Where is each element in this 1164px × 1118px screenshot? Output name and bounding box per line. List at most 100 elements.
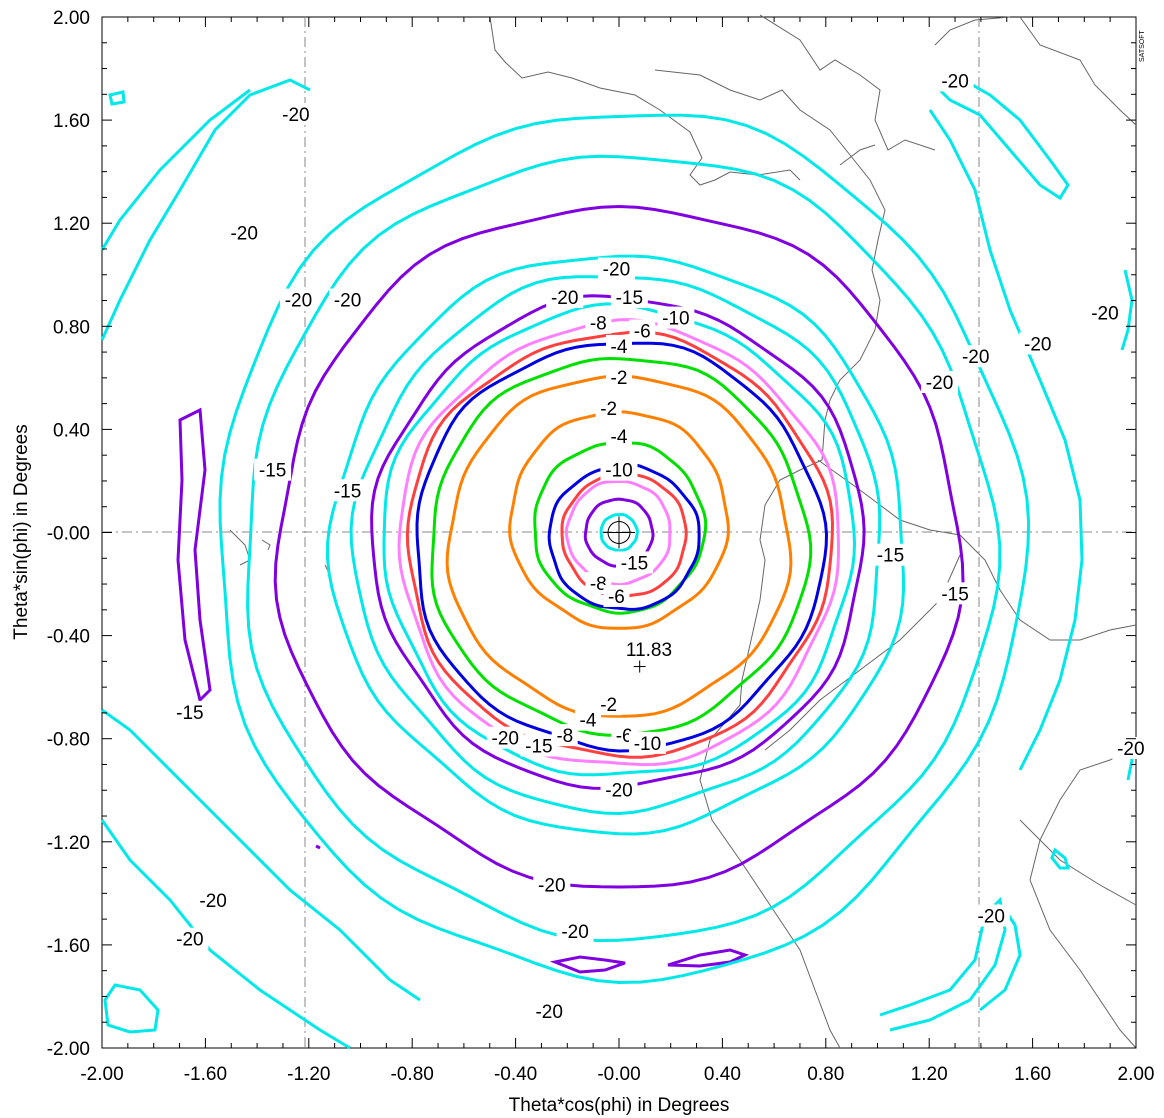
x-tick-label: -1.60 [184, 1064, 227, 1085]
contour-label-bg [657, 306, 695, 329]
contour-line [547, 462, 701, 611]
y-axis-title: Theta*sin(phi) in Degrees [11, 424, 32, 639]
peak-label: 11.83 [626, 640, 672, 661]
contour-label: -6 [634, 321, 651, 342]
contour-label: -20 [1117, 739, 1144, 760]
contour-line [370, 294, 866, 790]
contour-label: -20 [605, 780, 632, 801]
contour-label: -10 [662, 309, 689, 330]
y-tick-label: 2.00 [53, 8, 90, 29]
contour-line [415, 341, 829, 753]
contour-label: -20 [282, 105, 309, 126]
contour-label-bg [595, 693, 622, 716]
contour-label-bg [574, 708, 601, 731]
contour-label-bg [279, 288, 317, 311]
contour-label-bg [616, 551, 654, 574]
contour-label: -20 [1091, 303, 1118, 324]
y-tick-label: -2.00 [47, 1039, 90, 1060]
contour-label: -4 [611, 427, 628, 448]
x-tick-label: -2.00 [80, 1064, 123, 1085]
coastline-map [229, 14, 1137, 1049]
contour-label: -20 [230, 224, 257, 245]
y-tick-label: 0.40 [53, 420, 90, 441]
contour-label: -15 [616, 288, 643, 309]
contour-label-bg [600, 778, 638, 801]
x-tick-label: -1.20 [287, 1064, 330, 1085]
contour-label-bg [194, 889, 232, 912]
inner-contours [508, 410, 730, 630]
contour-label: -20 [334, 291, 361, 312]
contour-line [218, 113, 1031, 985]
contour-line [246, 154, 1002, 943]
contour-label: -20 [551, 288, 578, 309]
contour-label-bg [606, 425, 632, 448]
contour-label: -20 [1024, 334, 1051, 355]
contour-label: -15 [621, 553, 648, 574]
y-tick-label: -0.80 [47, 730, 90, 751]
contour-label-bg [533, 873, 571, 896]
contour-label-bg [595, 396, 622, 419]
y-tick-label: 0.80 [53, 317, 90, 338]
contour-label-bg [171, 927, 209, 950]
peak-marker [633, 660, 646, 673]
contour-line [325, 254, 906, 836]
contour-line [382, 302, 857, 777]
contour-label-bg [556, 920, 594, 943]
contour-line [564, 479, 672, 587]
contour-label-bg [936, 69, 974, 92]
contour-label: -4 [580, 711, 597, 732]
contour-label: -10 [634, 734, 661, 755]
contour-label-bg [597, 257, 635, 280]
y-tick-label: -1.60 [47, 936, 90, 957]
contour-label-bg [936, 582, 974, 605]
contour-label-bg [530, 999, 568, 1022]
contour-label-bg [972, 904, 1010, 927]
contour-label-bg [600, 458, 638, 481]
contour-label-bg [1112, 737, 1150, 760]
contour-label: -20 [492, 729, 519, 750]
contour-label: -4 [611, 337, 628, 358]
contour-label-bg [520, 734, 558, 757]
contour-label-bg [606, 365, 632, 388]
contour-label-bg [606, 334, 632, 357]
contour-line [508, 410, 730, 630]
contour-label-bg [254, 458, 292, 481]
contour-label: -15 [525, 736, 552, 757]
y-tick-label: -0.40 [47, 627, 90, 648]
y-tick-label: -0.00 [47, 524, 90, 545]
contour-label: -20 [941, 71, 968, 92]
contour-label-bg [329, 479, 367, 502]
contour-line [349, 275, 882, 816]
x-tick-label: -0.00 [597, 1064, 640, 1085]
contour-label-bg [551, 724, 578, 747]
contour-label: -6 [608, 587, 625, 608]
contour-label-bg [629, 319, 656, 342]
contour-label-bg [1086, 301, 1124, 324]
contour-line [273, 204, 965, 889]
side-lobe-contours [100, 76, 1134, 1050]
corner-tag: SATSOFT [1139, 30, 1146, 62]
contour-label: -8 [556, 726, 573, 747]
contour-label: -2 [600, 695, 617, 716]
axis-ticks: -2.00 -1.60 -1.20 -0.80 -0.40 -0.00 0.40 0.80 1.… [47, 8, 1155, 1085]
x-tick-label: -0.80 [391, 1064, 434, 1085]
contour-label: -2 [600, 399, 617, 420]
contour-labels: -20-20-20 -20-20-20-20-20-20-20-20 -15-10-… [171, 69, 1150, 1023]
contour-label-bg [277, 102, 315, 125]
contour-label-bg [171, 700, 209, 723]
contour-label: -20 [535, 1002, 562, 1023]
y-tick-label: 1.20 [53, 214, 90, 235]
x-tick-label: 0.80 [807, 1064, 844, 1085]
x-tick-label: -0.40 [494, 1064, 537, 1085]
x-tick-label: 0.40 [704, 1064, 741, 1085]
contour-label: -20 [603, 260, 630, 281]
contour-label: -15 [877, 546, 904, 567]
main-lobe-contours [218, 113, 1031, 985]
contour-label: -8 [590, 574, 607, 595]
contour-label: -20 [538, 876, 565, 897]
contour-label: -20 [285, 291, 312, 312]
contour-label: -20 [176, 930, 203, 951]
contour-label-bg [225, 221, 263, 244]
x-tick-label: 1.60 [1014, 1064, 1051, 1085]
